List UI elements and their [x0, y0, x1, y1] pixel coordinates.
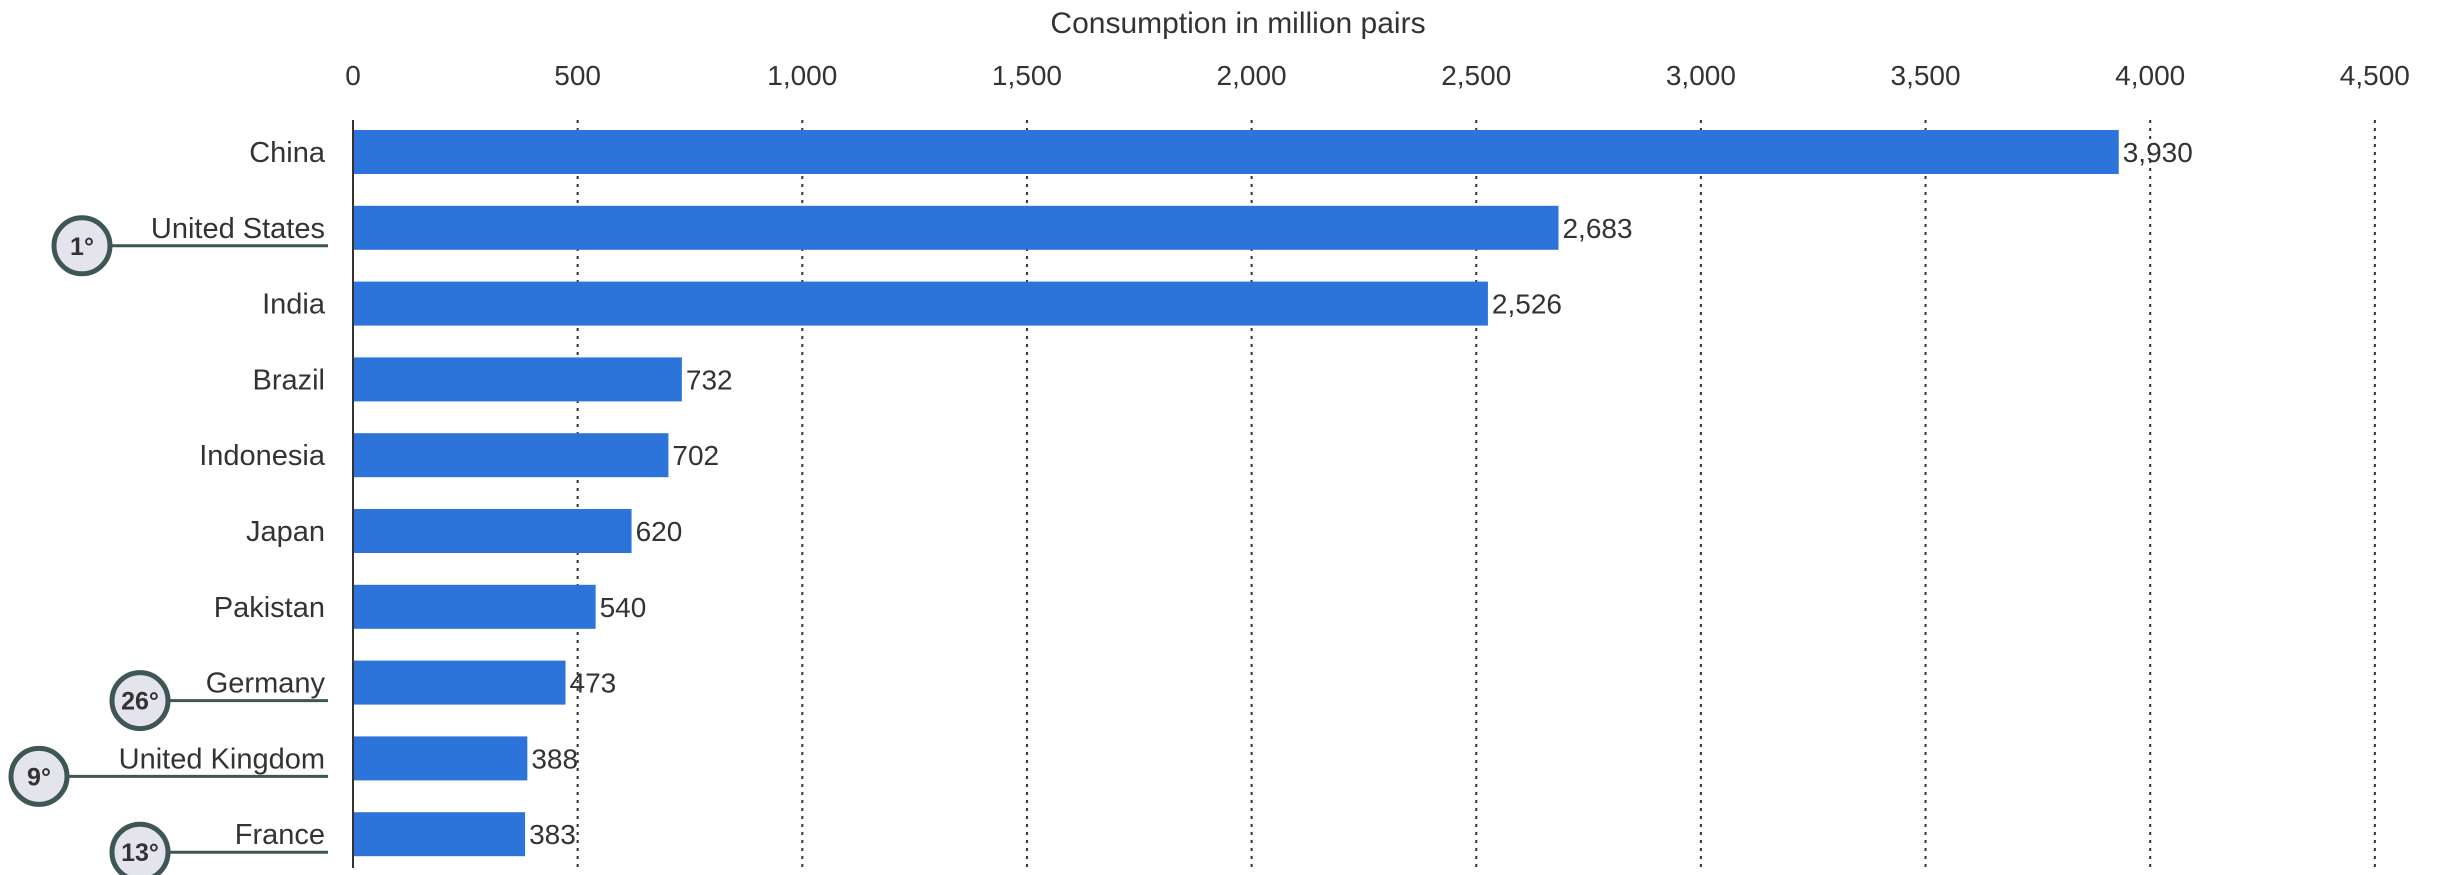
category-label: Pakistan	[214, 592, 325, 624]
bar	[353, 205, 1559, 250]
category-label: Germany	[206, 668, 326, 700]
category-label: United States	[151, 213, 325, 245]
x-tick-label: 3,500	[1891, 60, 1961, 91]
rank-badge	[8, 745, 70, 807]
bar	[353, 660, 566, 705]
data-label: 3,930	[2123, 137, 2193, 168]
data-label: 2,526	[1492, 289, 1562, 320]
category-label: Japan	[246, 516, 325, 548]
x-tick-label: 1,500	[992, 60, 1062, 91]
data-label: 388	[531, 743, 578, 774]
x-tick-label: 500	[554, 60, 601, 91]
category-label: United Kingdom	[119, 743, 325, 775]
data-labels: 3,930 2,683 2,526 732 702 620 540 473 388 383	[529, 137, 2193, 850]
bar	[353, 584, 596, 629]
x-tick-label: 0	[345, 60, 361, 91]
category-label: China	[249, 137, 326, 169]
data-label: 620	[636, 516, 683, 547]
data-label: 383	[529, 819, 576, 850]
bars	[353, 130, 2119, 857]
bar	[353, 433, 669, 478]
rank-badge-text: 9°	[27, 763, 51, 791]
x-tick-label: 4,000	[2115, 60, 2185, 91]
x-tick-label: 1,000	[767, 60, 837, 91]
bar	[353, 812, 526, 857]
category-labels: China United States India Brazil Indonesia Ja…	[119, 137, 326, 851]
category-label: France	[235, 819, 325, 851]
bar	[353, 509, 632, 553]
rank-badge-text: 13°	[121, 839, 159, 867]
bar	[353, 357, 682, 402]
rank-badge	[51, 215, 113, 277]
bar	[353, 736, 528, 781]
category-label: Indonesia	[199, 440, 326, 472]
x-tick-label: 3,000	[1666, 60, 1736, 91]
rank-badge-text: 1°	[70, 233, 94, 261]
data-label: 2,683	[1562, 213, 1632, 244]
data-label: 473	[570, 668, 617, 699]
category-label: Brazil	[252, 364, 325, 396]
x-tick-label: 2,500	[1441, 60, 1511, 91]
x-axis-title: Consumption in million pairs	[1050, 7, 1425, 40]
category-label: India	[262, 289, 326, 321]
rank-badge-text: 26°	[121, 688, 159, 716]
rank-annotations: 1° 26° 9° 13°	[8, 215, 328, 875]
x-tick-labels: 0 500 1,000 1,500 2,000 2,500 3,000 3,500 4,000 4…	[345, 60, 2410, 91]
bar	[353, 281, 1488, 326]
rank-badge	[109, 821, 171, 875]
rank-badge	[109, 670, 171, 732]
data-label: 540	[600, 592, 647, 623]
data-label: 702	[672, 440, 719, 471]
bar	[353, 130, 2119, 174]
data-label: 732	[686, 364, 733, 395]
x-tick-label: 2,000	[1217, 60, 1287, 91]
x-tick-label: 4,500	[2340, 60, 2410, 91]
